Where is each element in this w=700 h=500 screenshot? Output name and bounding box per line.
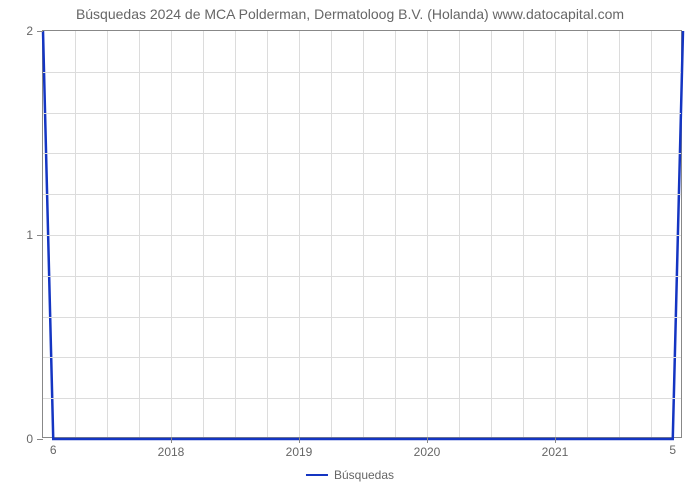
grid-line-v xyxy=(75,31,76,437)
grid-line-h xyxy=(43,357,681,358)
x-tick xyxy=(299,437,300,443)
grid-line-v xyxy=(651,31,652,437)
grid-line-h xyxy=(43,153,681,154)
grid-line-v xyxy=(523,31,524,437)
grid-line-v xyxy=(491,31,492,437)
grid-line-v xyxy=(619,31,620,437)
grid-line-h xyxy=(43,235,681,236)
x-tick xyxy=(171,437,172,443)
x-tick-label: 2021 xyxy=(542,445,569,459)
data-point-label: 6 xyxy=(50,443,57,457)
grid-line-v xyxy=(171,31,172,437)
grid-line-h xyxy=(43,276,681,277)
y-tick-label: 1 xyxy=(26,228,33,242)
grid-line-h xyxy=(43,398,681,399)
legend-swatch xyxy=(306,474,328,476)
grid-line-h xyxy=(43,113,681,114)
plot-area: 201820192020202101265 xyxy=(42,30,682,438)
grid-line-v xyxy=(139,31,140,437)
x-tick-label: 2018 xyxy=(158,445,185,459)
grid-line-h xyxy=(43,194,681,195)
chart-container: { "chart": { "type": "line", "title": "B… xyxy=(0,0,700,500)
y-tick-label: 2 xyxy=(26,24,33,38)
y-tick-label: 0 xyxy=(26,432,33,446)
x-tick-label: 2020 xyxy=(414,445,441,459)
y-tick xyxy=(37,439,43,440)
y-tick xyxy=(37,235,43,236)
grid-line-h xyxy=(43,317,681,318)
grid-line-v xyxy=(459,31,460,437)
x-tick-label: 2019 xyxy=(286,445,313,459)
grid-line-v xyxy=(203,31,204,437)
grid-line-v xyxy=(107,31,108,437)
grid-line-v xyxy=(267,31,268,437)
data-point-label: 5 xyxy=(669,443,676,457)
grid-line-v xyxy=(363,31,364,437)
chart-title: Búsquedas 2024 de MCA Polderman, Dermato… xyxy=(0,6,700,22)
grid-line-v xyxy=(555,31,556,437)
legend-label: Búsquedas xyxy=(334,468,394,482)
grid-line-v xyxy=(395,31,396,437)
grid-line-v xyxy=(427,31,428,437)
x-tick xyxy=(427,437,428,443)
grid-line-v xyxy=(299,31,300,437)
legend: Búsquedas xyxy=(306,468,394,482)
grid-line-v xyxy=(235,31,236,437)
x-tick xyxy=(555,437,556,443)
grid-line-v xyxy=(331,31,332,437)
grid-line-h xyxy=(43,72,681,73)
y-tick xyxy=(37,31,43,32)
grid-line-v xyxy=(587,31,588,437)
